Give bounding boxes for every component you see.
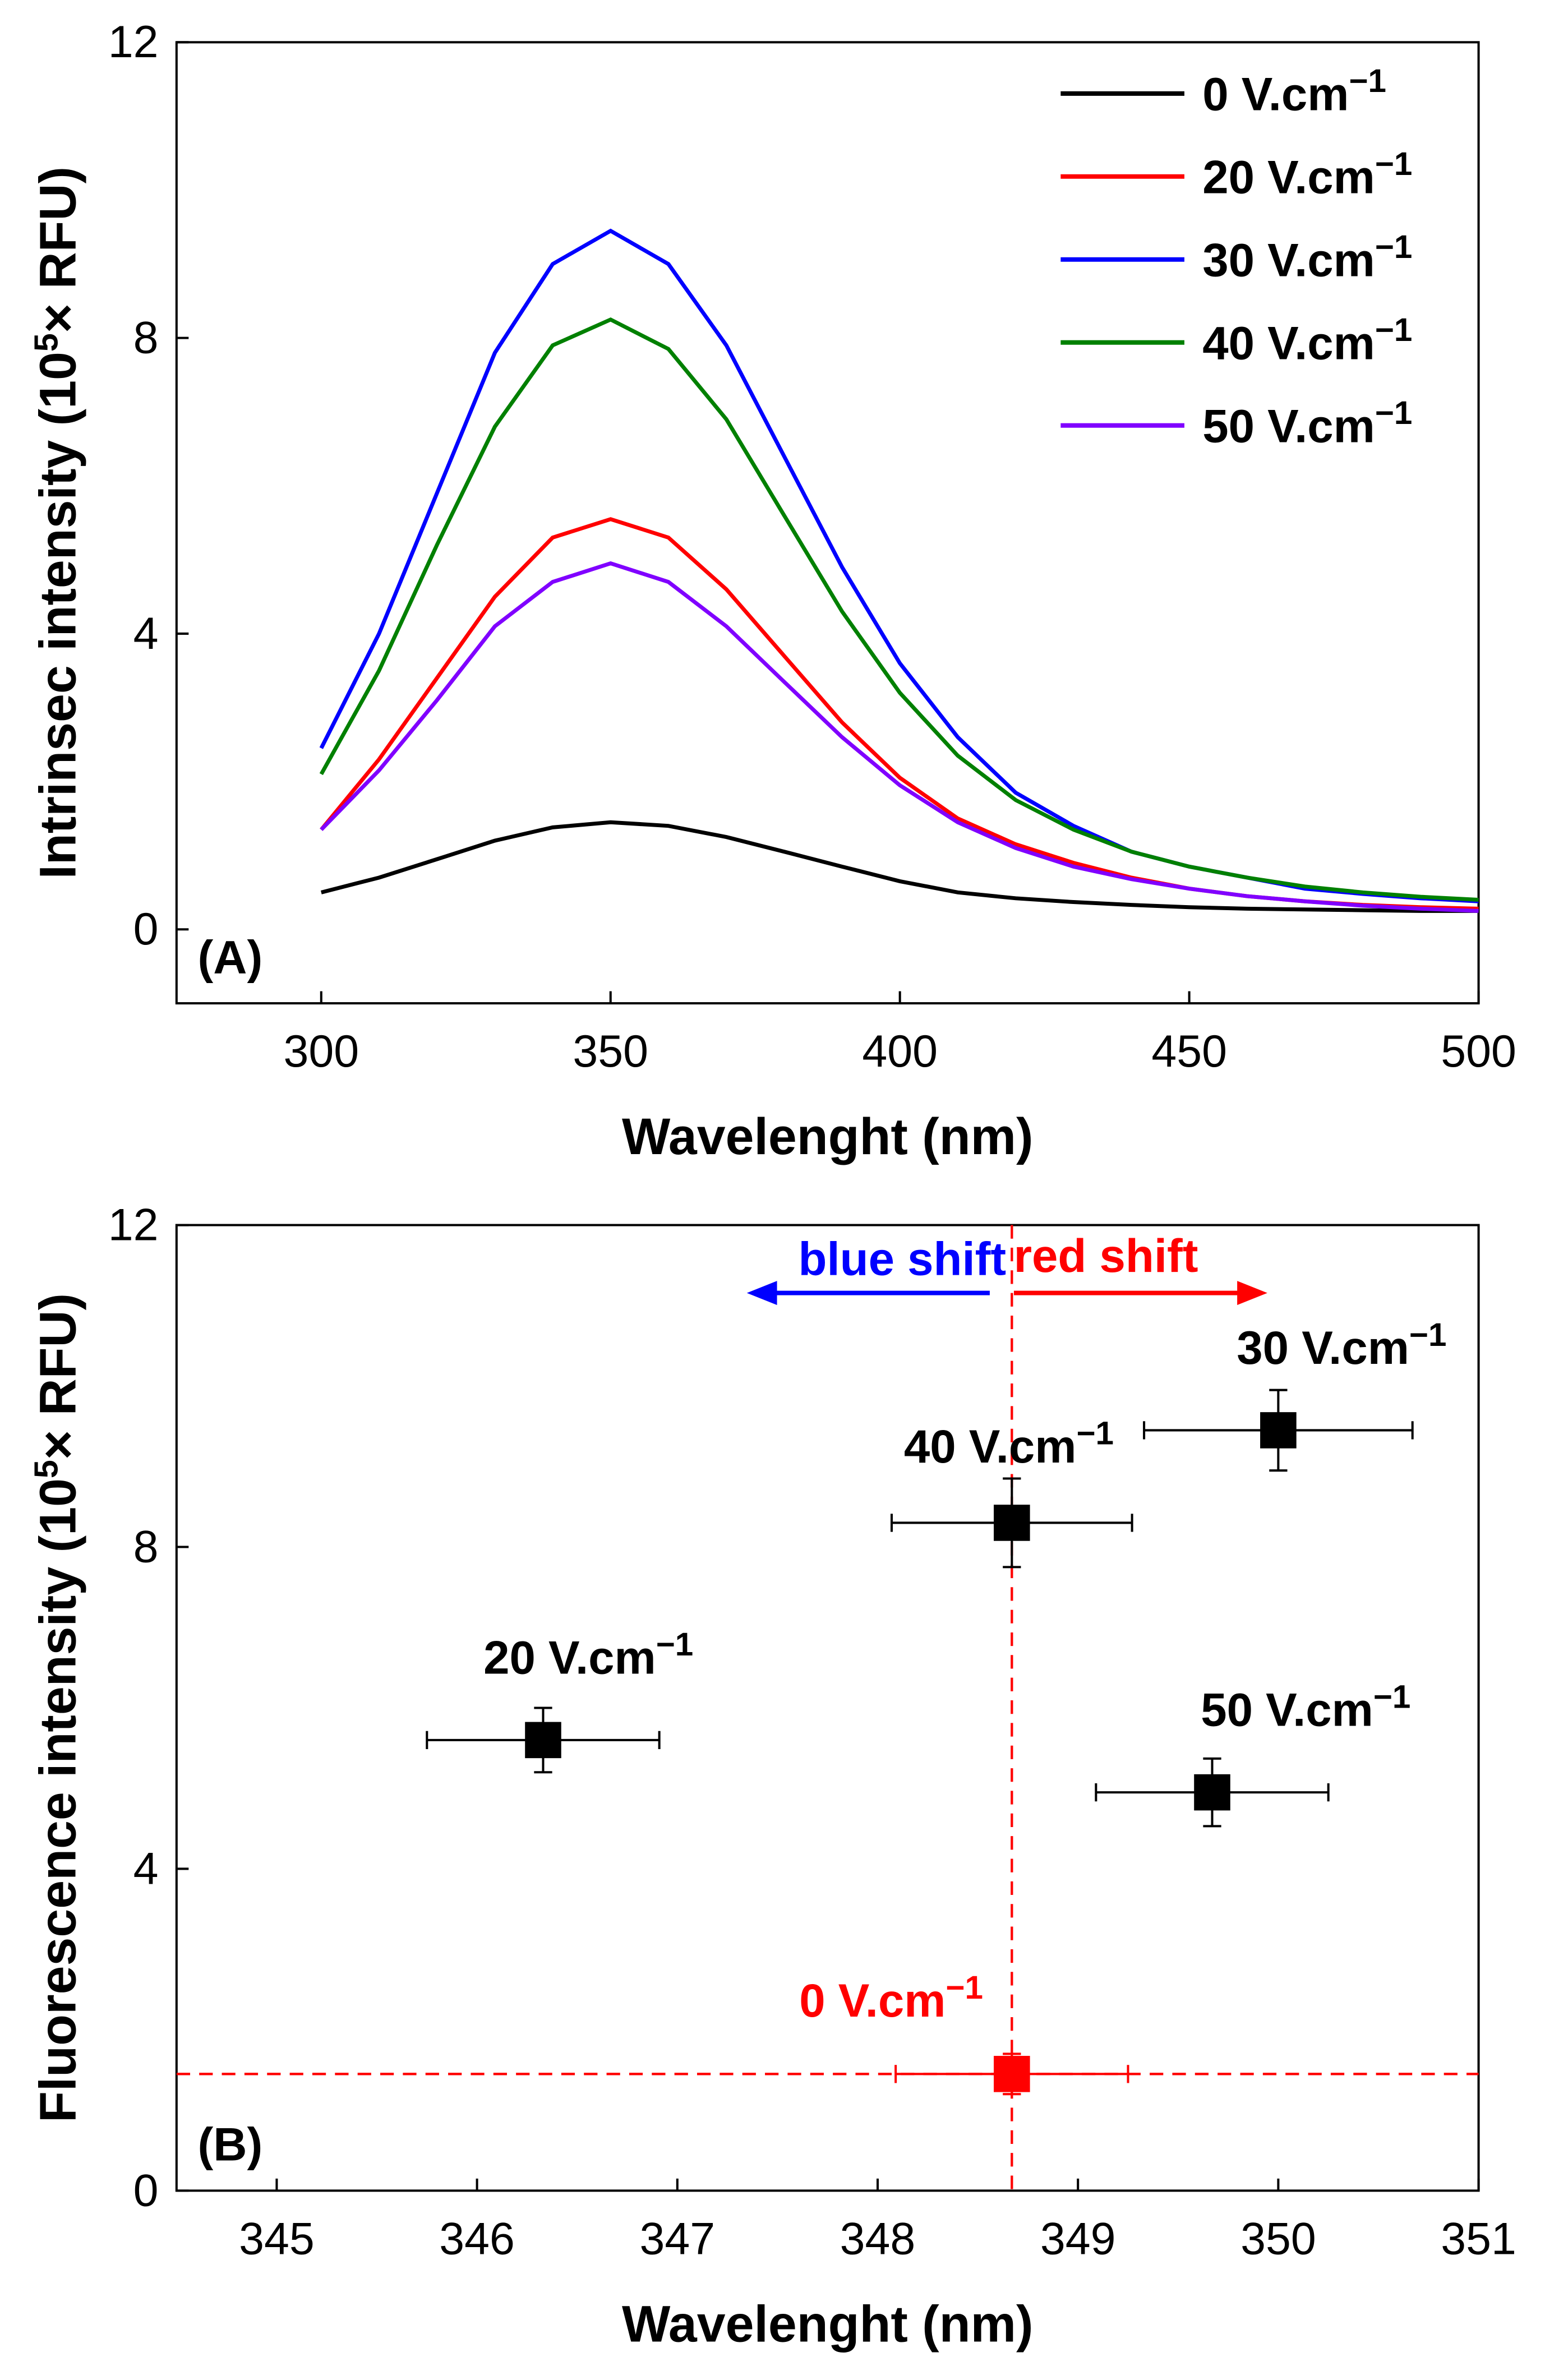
y-tick-label: 0 [133, 904, 159, 954]
plot-frame [175, 1224, 1480, 2192]
panel-a-chart: 300 350 400 450 500 0 4 8 12 Wavelenght (nm) Intri… [27, 17, 1516, 1165]
y-axis-title-pre: Intrinsec intensity (10 [30, 352, 87, 879]
x-tick-label: 300 [283, 1026, 359, 1077]
point-label-sup: −1 [1373, 1678, 1411, 1715]
y-axis-title-post: × RFU) [30, 167, 87, 333]
red-shift-arrowhead [1237, 1281, 1267, 1306]
legend-entry: 20 V.cm−1 [1202, 146, 1412, 203]
legend-entry-sup: −1 [1375, 229, 1413, 265]
y-axis-title-pre: Fluorescence intensity (10 [30, 1478, 87, 2123]
legend-entry-main: 0 V.cm [1202, 68, 1349, 120]
red-shift-label: red shift [1014, 1230, 1198, 1282]
y-axis-title: Fluorescence intensity (105× RFU) [27, 1293, 86, 2123]
data-point-marker [994, 1505, 1030, 1541]
x-tick-label: 349 [1040, 2213, 1116, 2264]
x-tick-label: 350 [573, 1026, 648, 1077]
y-axis-title: Intrinsec intensity (105× RFU) [27, 167, 86, 879]
x-tick-label: 345 [239, 2213, 315, 2264]
y-tick-label: 4 [133, 608, 159, 659]
y-axis-title-sup: 5 [27, 1460, 64, 1478]
legend-entry-main: 20 V.cm [1202, 151, 1375, 203]
panel-label: (B) [197, 2119, 262, 2171]
point-label: 20 V.cm−1 [483, 1626, 693, 1683]
point-label-main: 50 V.cm [1201, 1684, 1373, 1736]
y-tick-label: 8 [133, 313, 159, 363]
point-label: 30 V.cm−1 [1237, 1317, 1446, 1374]
series-line-1 [320, 517, 1479, 911]
data-point-marker [994, 2056, 1030, 2092]
panel-b-chart: 345 346 347 348 349 350 351 0 4 8 12 Wavelenght (nm… [27, 1200, 1516, 2353]
point-label: 0 V.cm−1 [799, 1970, 983, 2027]
point-label-sup: −1 [946, 1970, 983, 2006]
y-tick-label: 12 [108, 17, 159, 67]
x-tick-label: 450 [1151, 1026, 1227, 1077]
series-line-4 [320, 561, 1479, 913]
legend-entry-sup: −1 [1375, 146, 1413, 182]
legend-entry-main: 30 V.cm [1202, 234, 1375, 286]
y-tick-label: 12 [108, 1200, 159, 1250]
y-axis-title-sup: 5 [27, 333, 64, 352]
legend-entry-sup: −1 [1349, 63, 1386, 99]
point-label-main: 40 V.cm [904, 1420, 1077, 1473]
legend-entry: 50 V.cm−1 [1202, 395, 1412, 452]
x-tick-label: 346 [439, 2213, 515, 2264]
data-point-marker [1260, 1412, 1297, 1449]
y-tick-label: 4 [133, 1843, 159, 1894]
legend-entry-sup: −1 [1375, 312, 1413, 348]
blue-shift-arrowhead [746, 1281, 777, 1306]
panel-label: (A) [197, 931, 262, 983]
point-label: 40 V.cm−1 [904, 1415, 1114, 1473]
legend-entry: 0 V.cm−1 [1202, 63, 1386, 120]
legend-entry: 40 V.cm−1 [1202, 312, 1412, 369]
legend-entry-sup: −1 [1375, 395, 1413, 431]
x-tick-label: 500 [1441, 1026, 1516, 1077]
legend-entry-main: 40 V.cm [1202, 317, 1375, 369]
y-tick-label: 0 [133, 2165, 159, 2216]
y-tick-label: 8 [133, 1521, 159, 1572]
x-axis-title: Wavelenght (nm) [622, 2295, 1033, 2353]
data-point-marker [1194, 1774, 1230, 1811]
point-label-sup: −1 [1076, 1415, 1114, 1452]
x-tick-label: 347 [639, 2213, 715, 2264]
legend-entry-main: 50 V.cm [1202, 400, 1375, 452]
point-label-main: 30 V.cm [1237, 1322, 1409, 1374]
point-label: 50 V.cm−1 [1201, 1678, 1410, 1736]
x-tick-label: 351 [1441, 2213, 1516, 2264]
x-tick-label: 400 [862, 1026, 938, 1077]
point-label-main: 0 V.cm [799, 1975, 946, 2027]
x-tick-label: 350 [1240, 2213, 1316, 2264]
y-axis-title-post: × RFU) [30, 1293, 87, 1460]
point-label-sup: −1 [656, 1626, 694, 1663]
point-label-main: 20 V.cm [483, 1631, 656, 1683]
data-point-marker [525, 1722, 561, 1759]
legend-entry: 30 V.cm−1 [1202, 229, 1412, 286]
series-line-3 [319, 317, 1479, 902]
x-tick-label: 348 [840, 2213, 916, 2264]
blue-shift-label: blue shift [799, 1233, 1007, 1285]
x-axis-title: Wavelenght (nm) [622, 1108, 1033, 1165]
plot-frame [175, 41, 1480, 1005]
point-label-sup: −1 [1409, 1317, 1447, 1353]
series-line-0 [320, 820, 1479, 913]
